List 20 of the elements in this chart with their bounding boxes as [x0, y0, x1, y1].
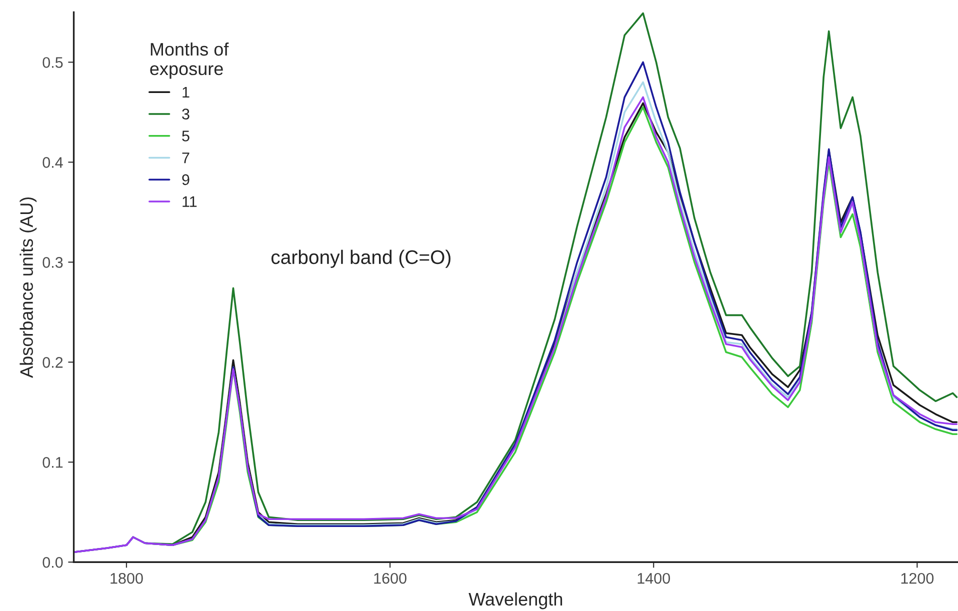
y-tick-label: 0.1	[42, 457, 63, 468]
legend-label: 3	[182, 108, 190, 120]
x-tick-label: 1600	[374, 572, 406, 584]
y-axis-title: Absorbance units (AU)	[20, 197, 37, 378]
y-tick-label: 0.2	[42, 357, 63, 368]
legend-title: Months of exposure	[150, 42, 229, 79]
annotation: carbonyl band (C=O)	[271, 250, 450, 268]
legend-label: 1	[182, 86, 190, 98]
legend-label: 11	[182, 196, 197, 207]
y-tick-label: 0.3	[42, 257, 63, 268]
legend-label: 5	[182, 130, 190, 142]
y-tick-label: 0.5	[42, 57, 63, 68]
x-tick-label: 1800	[110, 572, 143, 584]
legend-label: 9	[182, 174, 190, 186]
y-tick-label: 0.4	[42, 157, 63, 168]
x-tick-label: 1200	[901, 572, 934, 584]
legend-label: 7	[182, 152, 190, 164]
x-axis-title: Wavelength	[468, 592, 562, 610]
x-tick-label: 1400	[638, 572, 670, 584]
y-tick-label: 0.0	[42, 556, 63, 568]
